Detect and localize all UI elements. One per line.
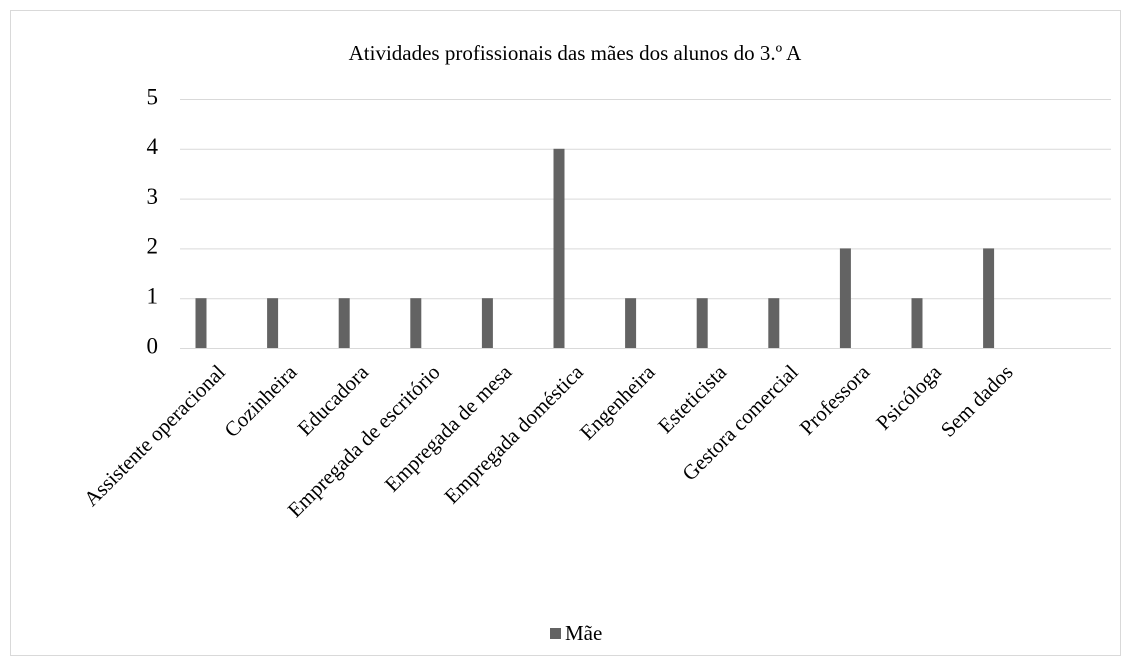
bar (625, 298, 637, 348)
bar (338, 298, 350, 348)
y-tick-label: 3 (147, 184, 159, 209)
legend-swatch (550, 628, 561, 639)
bar (195, 298, 207, 348)
bar (911, 298, 923, 348)
bar (696, 298, 708, 348)
bar (768, 298, 780, 348)
legend-label: Mãe (565, 621, 602, 645)
bar (267, 298, 279, 348)
bar (553, 148, 565, 348)
y-tick-label: 1 (147, 283, 159, 308)
y-tick-label: 2 (147, 234, 159, 259)
bar (839, 248, 851, 348)
chart-title: Atividades profissionais das mães dos al… (349, 41, 803, 65)
bar (983, 248, 995, 348)
bar (410, 298, 422, 348)
bar (481, 298, 493, 348)
y-tick-label: 0 (147, 333, 159, 358)
chart-border (10, 10, 1121, 656)
y-tick-label: 5 (147, 84, 159, 109)
y-tick-label: 4 (147, 134, 159, 159)
